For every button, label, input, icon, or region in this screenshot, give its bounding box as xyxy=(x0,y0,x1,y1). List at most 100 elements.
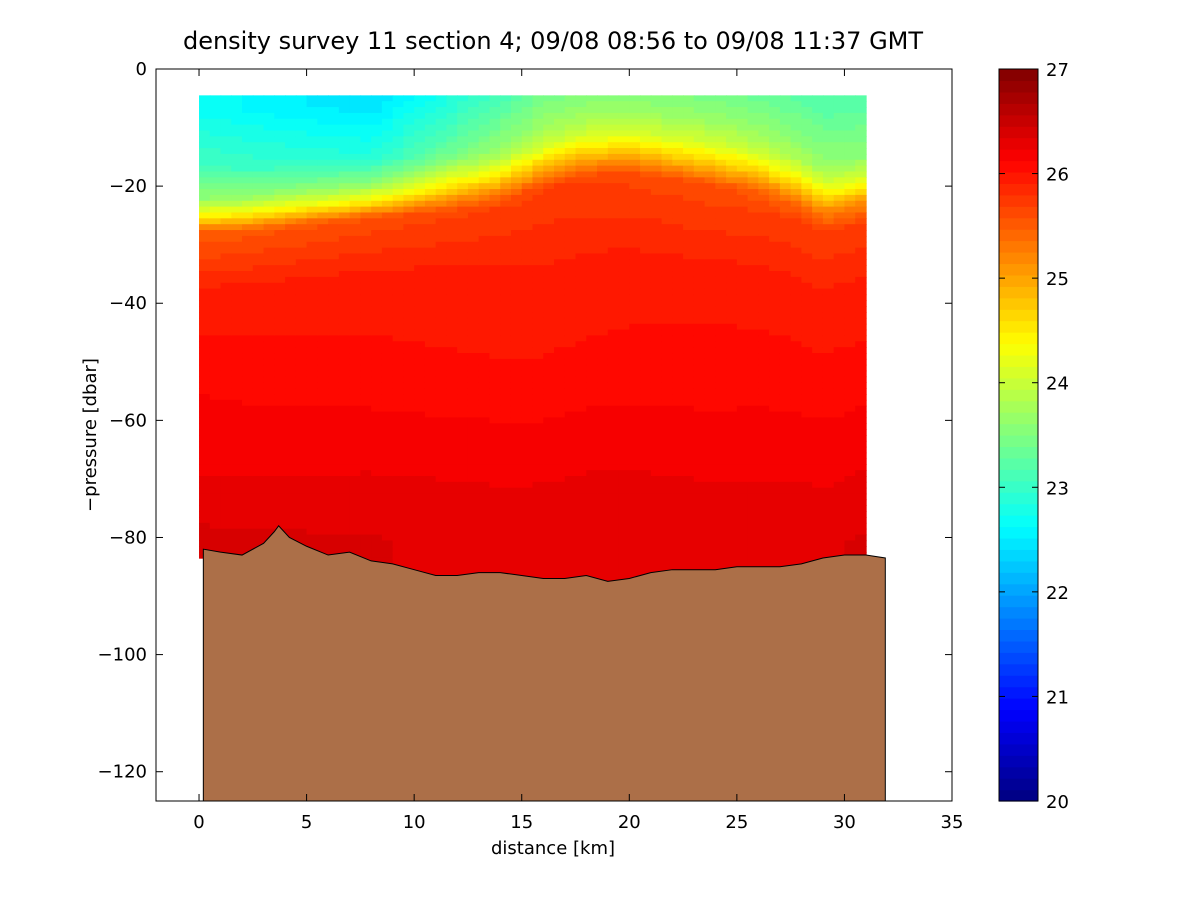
density-cell xyxy=(489,458,501,465)
density-cell xyxy=(360,148,372,155)
density-cell xyxy=(478,189,491,196)
density-cell xyxy=(500,423,512,430)
density-cell xyxy=(489,230,501,237)
density-cell xyxy=(833,218,846,225)
density-cell xyxy=(607,499,620,506)
density-cell xyxy=(478,323,491,331)
density-cell xyxy=(683,271,695,278)
density-cell xyxy=(650,376,663,383)
density-cell xyxy=(295,446,308,454)
density-cell xyxy=(446,165,458,173)
density-cell xyxy=(338,528,351,536)
density-cell xyxy=(769,446,781,454)
density-cell xyxy=(704,552,717,559)
density-cell xyxy=(285,95,297,102)
density-cell xyxy=(317,382,329,389)
density-cell xyxy=(554,341,566,348)
density-cell xyxy=(467,335,480,343)
density-cell xyxy=(747,282,760,290)
density-cell xyxy=(338,276,351,284)
density-cell xyxy=(338,329,351,337)
density-cell xyxy=(338,511,351,518)
density-cell xyxy=(446,224,458,231)
density-cell xyxy=(446,534,458,542)
density-cell xyxy=(640,446,652,454)
density-cell xyxy=(779,235,792,243)
density-cell xyxy=(736,312,749,319)
density-cell xyxy=(371,288,383,296)
density-cell xyxy=(844,130,856,138)
density-cell xyxy=(435,230,448,237)
density-cell xyxy=(779,499,792,506)
density-cell xyxy=(790,323,803,331)
density-cell xyxy=(726,376,738,383)
density-cell xyxy=(747,505,760,512)
density-cell xyxy=(661,376,674,383)
density-cell xyxy=(683,481,695,489)
density-cell xyxy=(306,212,319,220)
density-cell xyxy=(532,112,544,120)
density-cell xyxy=(543,487,555,495)
density-cell xyxy=(360,288,372,296)
density-cell xyxy=(414,475,426,483)
density-cell xyxy=(381,148,394,155)
density-cell xyxy=(704,118,717,126)
density-cell xyxy=(338,522,351,530)
density-cell xyxy=(855,212,867,220)
density-cell xyxy=(704,212,717,220)
density-cell xyxy=(726,435,738,442)
density-cell xyxy=(274,423,286,430)
density-cell xyxy=(510,557,523,565)
density-cell xyxy=(844,470,856,477)
density-cell xyxy=(704,101,717,108)
density-cell xyxy=(726,335,738,343)
density-cell xyxy=(672,183,684,190)
density-cell xyxy=(790,177,803,184)
density-cell xyxy=(231,347,243,354)
density-cell xyxy=(618,557,630,565)
density-cell xyxy=(769,429,781,436)
density-cell xyxy=(564,306,577,313)
density-cell xyxy=(263,317,276,325)
density-cell xyxy=(597,142,609,149)
density-cell xyxy=(672,546,684,553)
density-cell xyxy=(295,522,308,530)
density-cell xyxy=(554,165,566,173)
density-cell xyxy=(328,411,340,419)
density-cell xyxy=(328,165,340,173)
density-cell xyxy=(693,148,706,155)
density-cell xyxy=(338,382,351,389)
density-cell xyxy=(285,475,297,483)
density-cell xyxy=(629,159,641,167)
density-cell xyxy=(328,282,340,290)
density-cell xyxy=(381,118,394,126)
density-cell xyxy=(328,235,340,243)
density-cell xyxy=(779,341,792,348)
density-cell xyxy=(371,405,383,413)
density-cell xyxy=(403,136,415,143)
density-cell xyxy=(338,112,351,120)
density-cell xyxy=(414,481,426,489)
density-cell xyxy=(618,364,630,372)
density-cell xyxy=(231,411,243,419)
density-cell xyxy=(661,259,674,266)
density-cell xyxy=(424,341,437,348)
density-cell xyxy=(521,546,534,553)
density-cell xyxy=(532,171,544,179)
density-cell xyxy=(801,464,813,471)
density-cell xyxy=(349,212,362,220)
density-cell xyxy=(683,552,695,559)
density-cell xyxy=(629,271,641,278)
density-cell xyxy=(328,522,340,530)
density-cell xyxy=(532,423,544,430)
density-cell xyxy=(554,464,566,471)
density-cell xyxy=(328,470,340,477)
density-cell xyxy=(683,101,695,108)
density-cell xyxy=(510,429,523,436)
density-cell xyxy=(252,271,265,278)
density-cell xyxy=(220,376,232,383)
density-cell xyxy=(693,107,706,114)
density-cell xyxy=(360,235,372,243)
density-cell xyxy=(672,276,684,284)
density-cell xyxy=(242,329,254,337)
